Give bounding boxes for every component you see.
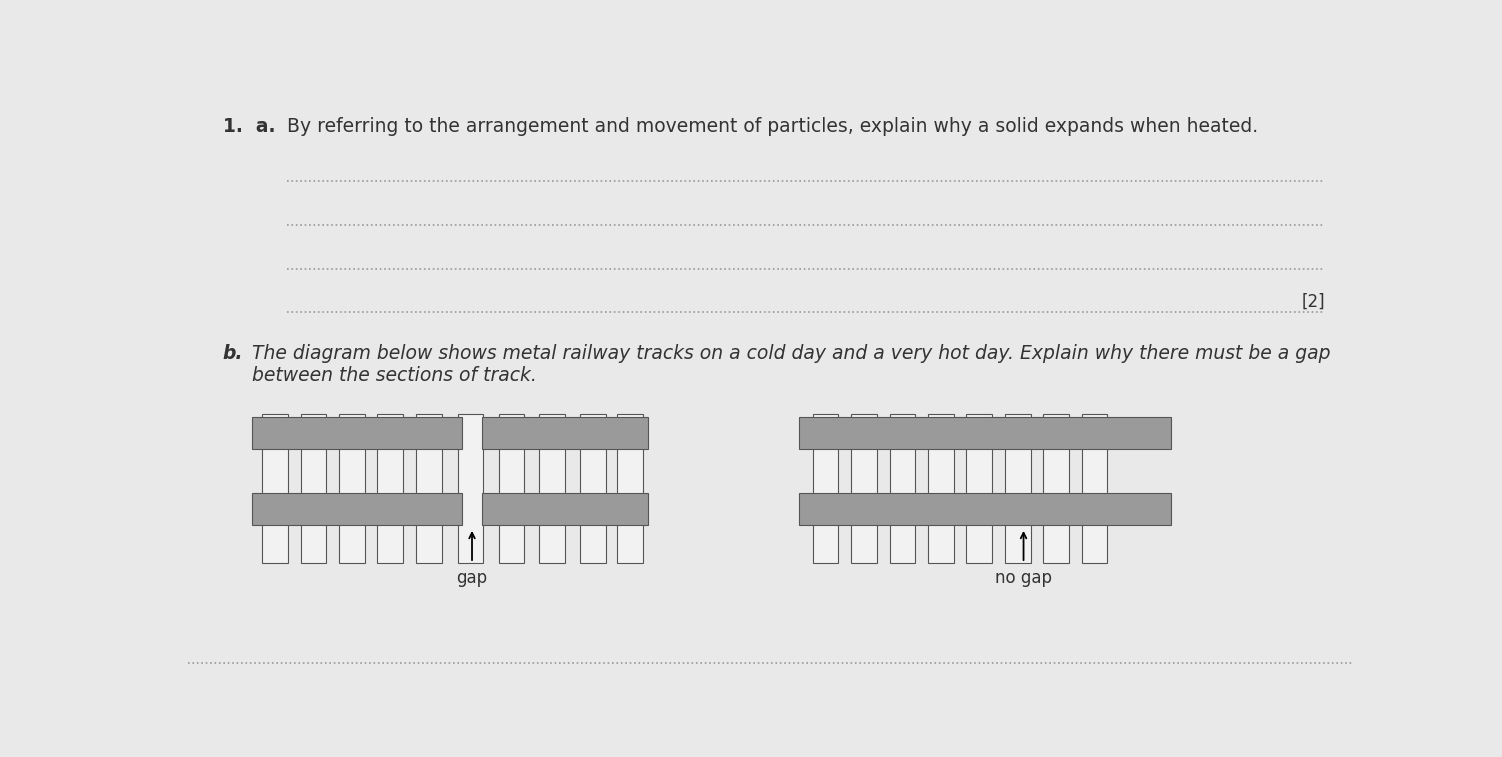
Bar	[852, 414, 877, 563]
Bar	[377, 414, 403, 563]
Bar	[889, 414, 915, 563]
Bar	[928, 414, 954, 563]
Bar	[966, 414, 993, 563]
Bar	[799, 417, 1172, 450]
Text: By referring to the arrangement and movement of particles, explain why a solid e: By referring to the arrangement and move…	[287, 117, 1257, 136]
Text: 1.  a.: 1. a.	[222, 117, 275, 136]
Bar	[482, 493, 647, 525]
Text: The diagram below shows metal railway tracks on a cold day and a very hot day. E: The diagram below shows metal railway tr…	[252, 344, 1331, 385]
Text: gap: gap	[457, 569, 488, 587]
Bar	[617, 414, 643, 563]
Bar	[580, 414, 605, 563]
Bar	[458, 414, 484, 563]
Bar	[263, 414, 288, 563]
Bar	[1005, 414, 1030, 563]
Text: b.: b.	[222, 344, 243, 363]
Bar	[799, 493, 1172, 525]
Text: [2]: [2]	[1301, 293, 1325, 310]
Bar	[539, 414, 565, 563]
Bar	[1044, 414, 1069, 563]
Bar	[482, 417, 647, 450]
Bar	[499, 414, 524, 563]
Bar	[300, 414, 326, 563]
Bar	[339, 414, 365, 563]
Bar	[813, 414, 838, 563]
Text: no gap: no gap	[994, 569, 1051, 587]
Bar	[252, 493, 461, 525]
Bar	[252, 417, 461, 450]
Bar	[416, 414, 442, 563]
Bar	[1081, 414, 1107, 563]
